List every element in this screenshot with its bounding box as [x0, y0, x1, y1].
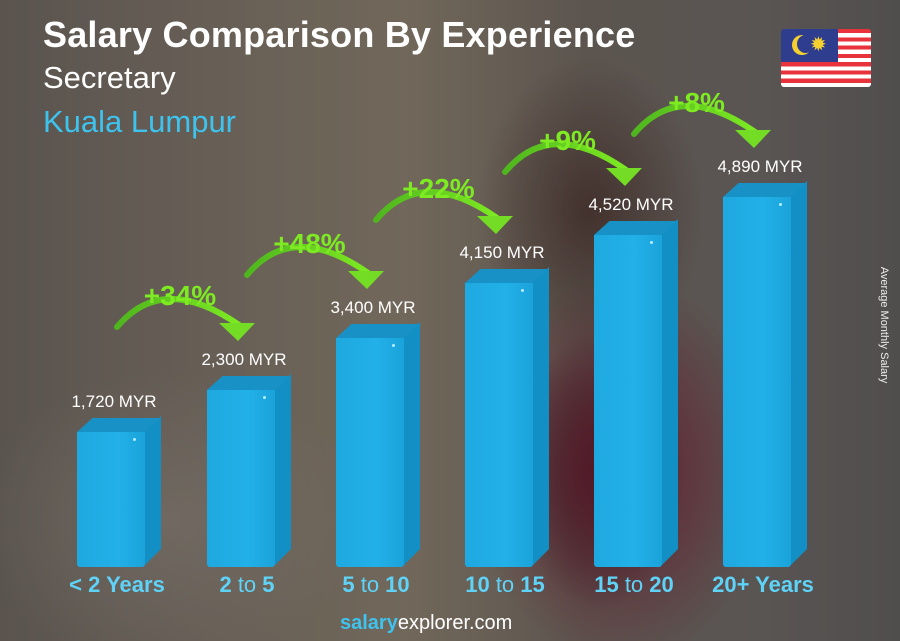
- location: Kuala Lumpur: [43, 104, 237, 139]
- category-label: < 2 Years: [69, 572, 165, 597]
- bar-value-label: 3,400 MYR: [330, 298, 416, 317]
- bar: [207, 374, 291, 567]
- bar-value-label: 1,720 MYR: [71, 392, 157, 411]
- bar-value-label: 4,520 MYR: [588, 195, 674, 214]
- bar-value-label: 2,300 MYR: [201, 350, 287, 369]
- chart-title: Salary Comparison By Experience: [43, 14, 636, 55]
- category-label: 2 to 5: [219, 572, 275, 597]
- increase-label: +8%: [668, 87, 725, 118]
- category-label: 5 to 10: [342, 572, 410, 597]
- increase-label: +34%: [143, 280, 217, 311]
- bar-value-label: 4,150 MYR: [459, 243, 545, 262]
- increase-label: +48%: [273, 228, 346, 259]
- category-label: 15 to 20: [594, 572, 674, 597]
- increase-label: +9%: [539, 125, 596, 156]
- bar: [465, 267, 549, 567]
- bar: [336, 322, 420, 567]
- bar-value-label: 4,890 MYR: [717, 157, 803, 176]
- salaryexplorer-logo[interactable]: salaryexplorer.com: [340, 612, 513, 634]
- malaysia-flag-icon: ✹: [781, 29, 871, 87]
- job-title: Secretary: [43, 60, 176, 95]
- increase-label: +22%: [402, 173, 475, 204]
- bar: [77, 416, 161, 567]
- category-label: 10 to 15: [465, 572, 545, 597]
- bar: [723, 181, 807, 567]
- bar: [594, 219, 678, 567]
- star-icon: ✹: [810, 34, 827, 56]
- category-label: 20+ Years: [712, 572, 814, 597]
